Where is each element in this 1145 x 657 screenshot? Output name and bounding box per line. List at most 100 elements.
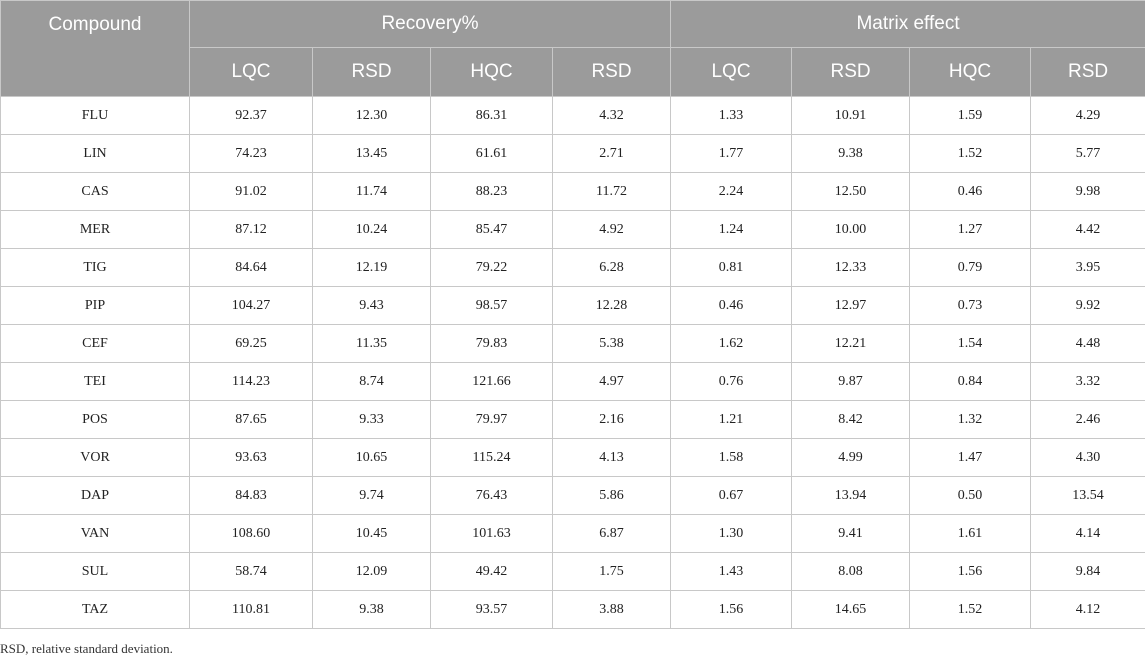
matrix-hqc-cell: 1.32 xyxy=(909,400,1032,439)
recovery-hqc-cell: 93.57 xyxy=(430,590,553,629)
recovery-lqc-rsd-cell: 10.45 xyxy=(312,514,431,553)
matrix-hqc-cell: 1.52 xyxy=(909,134,1032,173)
recovery-lqc-cell: 108.60 xyxy=(189,514,313,553)
compound-cell: CEF xyxy=(0,324,190,363)
recovery-lqc-rsd-cell: 9.33 xyxy=(312,400,431,439)
matrix-hqc-cell: 0.46 xyxy=(909,172,1032,211)
header-recovery-hqc-rsd: RSD xyxy=(551,47,672,97)
matrix-lqc-rsd-cell: 12.21 xyxy=(791,324,911,363)
matrix-lqc-cell: 0.76 xyxy=(670,362,793,401)
table-row: VOR 93.63 10.65 115.24 4.13 1.58 4.99 1.47 4.30 xyxy=(0,438,1145,477)
matrix-lqc-rsd-cell: 14.65 xyxy=(791,590,911,629)
recovery-hqc-cell: 101.63 xyxy=(430,514,553,553)
table-row: LIN 74.23 13.45 61.61 2.71 1.77 9.38 1.52 5.77 xyxy=(0,134,1145,173)
table-row: FLU 92.37 12.30 86.31 4.32 1.33 10.91 1.59 4.29 xyxy=(0,96,1145,135)
recovery-lqc-rsd-cell: 12.19 xyxy=(312,248,431,287)
matrix-hqc-cell: 1.27 xyxy=(909,210,1032,249)
matrix-lqc-rsd-cell: 9.87 xyxy=(791,362,911,401)
matrix-lqc-rsd-cell: 12.50 xyxy=(791,172,911,211)
matrix-lqc-cell: 1.24 xyxy=(670,210,793,249)
recovery-lqc-rsd-cell: 11.35 xyxy=(312,324,431,363)
recovery-lqc-cell: 114.23 xyxy=(189,362,313,401)
header-matrix-hqc-rsd: RSD xyxy=(1030,47,1145,97)
recovery-hqc-rsd-cell: 5.86 xyxy=(551,476,672,515)
recovery-hqc-cell: 98.57 xyxy=(430,286,553,325)
recovery-hqc-rsd-cell: 2.16 xyxy=(551,400,672,439)
recovery-hqc-cell: 79.22 xyxy=(430,248,553,287)
matrix-lqc-rsd-cell: 8.42 xyxy=(791,400,911,439)
matrix-hqc-cell: 0.73 xyxy=(909,286,1032,325)
recovery-hqc-rsd-cell: 11.72 xyxy=(551,172,672,211)
table-row: DAP 84.83 9.74 76.43 5.86 0.67 13.94 0.50 13.54 xyxy=(0,476,1145,515)
matrix-hqc-rsd-cell: 13.54 xyxy=(1030,476,1145,515)
recovery-lqc-cell: 110.81 xyxy=(189,590,313,629)
recovery-lqc-cell: 92.37 xyxy=(189,96,313,135)
header-recovery-hqc: HQC xyxy=(430,47,553,97)
matrix-hqc-rsd-cell: 4.29 xyxy=(1030,96,1145,135)
recovery-lqc-cell: 74.23 xyxy=(189,134,313,173)
header-recovery-lqc-rsd: RSD xyxy=(312,47,431,97)
recovery-hqc-cell: 85.47 xyxy=(430,210,553,249)
header-row-groups: Compound Recovery% Matrix effect xyxy=(0,0,1145,97)
recovery-lqc-rsd-cell: 8.74 xyxy=(312,362,431,401)
recovery-lqc-cell: 84.83 xyxy=(189,476,313,515)
table-row: POS 87.65 9.33 79.97 2.16 1.21 8.42 1.32 2.46 xyxy=(0,400,1145,439)
header-matrix-hqc: HQC xyxy=(909,47,1032,97)
matrix-hqc-cell: 1.52 xyxy=(909,590,1032,629)
matrix-lqc-cell: 0.46 xyxy=(670,286,793,325)
matrix-hqc-rsd-cell: 3.95 xyxy=(1030,248,1145,287)
matrix-hqc-rsd-cell: 4.14 xyxy=(1030,514,1145,553)
recovery-hqc-rsd-cell: 6.28 xyxy=(551,248,672,287)
recovery-lqc-rsd-cell: 10.24 xyxy=(312,210,431,249)
table-row: TIG 84.64 12.19 79.22 6.28 0.81 12.33 0.79 3.95 xyxy=(0,248,1145,287)
recovery-lqc-cell: 87.12 xyxy=(189,210,313,249)
table-body: FLU 92.37 12.30 86.31 4.32 1.33 10.91 1.59 4.29 L… xyxy=(0,96,1145,629)
compound-cell: POS xyxy=(0,400,190,439)
recovery-hqc-rsd-cell: 1.75 xyxy=(551,552,672,591)
matrix-lqc-rsd-cell: 9.41 xyxy=(791,514,911,553)
matrix-hqc-rsd-cell: 4.30 xyxy=(1030,438,1145,477)
recovery-hqc-cell: 79.83 xyxy=(430,324,553,363)
recovery-lqc-rsd-cell: 11.74 xyxy=(312,172,431,211)
recovery-lqc-rsd-cell: 12.30 xyxy=(312,96,431,135)
recovery-hqc-cell: 79.97 xyxy=(430,400,553,439)
recovery-lqc-cell: 84.64 xyxy=(189,248,313,287)
recovery-lqc-cell: 91.02 xyxy=(189,172,313,211)
matrix-lqc-rsd-cell: 10.91 xyxy=(791,96,911,135)
table-row: MER 87.12 10.24 85.47 4.92 1.24 10.00 1.27 4.42 xyxy=(0,210,1145,249)
recovery-hqc-rsd-cell: 12.28 xyxy=(551,286,672,325)
matrix-hqc-rsd-cell: 9.84 xyxy=(1030,552,1145,591)
recovery-hqc-rsd-cell: 4.97 xyxy=(551,362,672,401)
compound-cell: DAP xyxy=(0,476,190,515)
recovery-lqc-rsd-cell: 10.65 xyxy=(312,438,431,477)
header-recovery-lqc: LQC xyxy=(189,47,313,97)
matrix-lqc-cell: 0.67 xyxy=(670,476,793,515)
recovery-lqc-rsd-cell: 9.38 xyxy=(312,590,431,629)
matrix-lqc-rsd-cell: 10.00 xyxy=(791,210,911,249)
matrix-hqc-rsd-cell: 4.42 xyxy=(1030,210,1145,249)
table-row: VAN 108.60 10.45 101.63 6.87 1.30 9.41 1.61 4.14 xyxy=(0,514,1145,553)
recovery-hqc-cell: 49.42 xyxy=(430,552,553,591)
footnote: RSD, relative standard deviation. xyxy=(0,641,173,656)
compound-cell: TEI xyxy=(0,362,190,401)
matrix-lqc-rsd-cell: 13.94 xyxy=(791,476,911,515)
table-row: CEF 69.25 11.35 79.83 5.38 1.62 12.21 1.54 4.48 xyxy=(0,324,1145,363)
matrix-lqc-cell: 1.77 xyxy=(670,134,793,173)
recovery-lqc-rsd-cell: 13.45 xyxy=(312,134,431,173)
table-row: SUL 58.74 12.09 49.42 1.75 1.43 8.08 1.56 9.84 xyxy=(0,552,1145,591)
compound-cell: TAZ xyxy=(0,590,190,629)
table-row: PIP 104.27 9.43 98.57 12.28 0.46 12.97 0.73 9.92 xyxy=(0,286,1145,325)
matrix-hqc-cell: 1.59 xyxy=(909,96,1032,135)
compound-cell: MER xyxy=(0,210,190,249)
header-matrix-lqc-rsd: RSD xyxy=(791,47,911,97)
matrix-hqc-rsd-cell: 2.46 xyxy=(1030,400,1145,439)
matrix-hqc-cell: 1.61 xyxy=(909,514,1032,553)
recovery-lqc-cell: 87.65 xyxy=(189,400,313,439)
matrix-hqc-rsd-cell: 9.98 xyxy=(1030,172,1145,211)
header-matrix-lqc: LQC xyxy=(670,47,793,97)
recovery-hqc-rsd-cell: 4.13 xyxy=(551,438,672,477)
recovery-lqc-rsd-cell: 9.43 xyxy=(312,286,431,325)
matrix-lqc-rsd-cell: 12.97 xyxy=(791,286,911,325)
compound-cell: LIN xyxy=(0,134,190,173)
matrix-hqc-cell: 0.79 xyxy=(909,248,1032,287)
